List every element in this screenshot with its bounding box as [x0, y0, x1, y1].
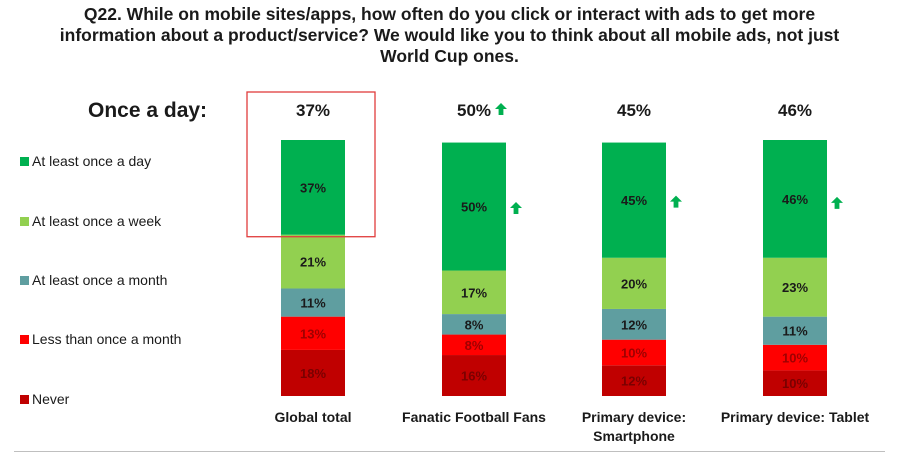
- once-a-day-label: Once a day:: [88, 99, 208, 122]
- bar-segment-weekly: [281, 234, 345, 289]
- data-label-daily: 50%: [461, 200, 487, 215]
- data-label-monthly: 11%: [782, 324, 808, 339]
- legend-label-weekly: At least once a week: [32, 213, 162, 229]
- data-label-daily: 37%: [300, 180, 326, 195]
- bar-segment-less-than-monthly: [602, 339, 666, 366]
- once-a-day-header-value: 37%: [296, 101, 330, 120]
- data-label-never: 12%: [621, 374, 647, 389]
- bar-segment-daily: [281, 140, 345, 235]
- data-label-weekly: 17%: [461, 285, 487, 300]
- bar-segment-daily: [602, 142, 666, 258]
- bar-segment-never: [602, 365, 666, 396]
- legend-item-less-than-monthly: Less than once a month: [20, 331, 181, 347]
- data-label-monthly: 12%: [621, 317, 647, 332]
- once-a-day-header-value: 45%: [617, 101, 651, 120]
- legend-label-daily: At least once a day: [32, 153, 152, 169]
- legend-item-never: Never: [20, 391, 69, 407]
- trend-up-arrow-icon: [670, 195, 682, 208]
- header-up-arrow-icon: [495, 103, 507, 115]
- bar-segment-daily: [442, 142, 506, 271]
- title-line-2: information about a product/service? We …: [59, 25, 840, 45]
- highlight-box: [246, 91, 376, 238]
- data-label-less-than-monthly: 10%: [782, 351, 808, 366]
- legend-swatch-weekly: [20, 217, 29, 226]
- data-label-never: 16%: [461, 369, 487, 384]
- legend-swatch-less-than-monthly: [20, 335, 29, 344]
- category-label: Primary device: Tablet: [721, 409, 870, 425]
- bar-segment-monthly: [763, 316, 827, 345]
- bar-segment-weekly: [763, 257, 827, 317]
- data-label-weekly: 23%: [782, 280, 808, 295]
- legend-label-never: Never: [32, 391, 70, 407]
- bar-segment-less-than-monthly: [442, 334, 506, 356]
- data-label-never: 10%: [782, 376, 808, 391]
- data-label-daily: 46%: [782, 192, 808, 207]
- legend-item-monthly: At least once a month: [20, 272, 167, 288]
- title-line-1: Q22. While on mobile sites/apps, how oft…: [83, 4, 816, 24]
- category-label: Fanatic Football Fans: [402, 409, 546, 425]
- category-label: Global total: [275, 409, 352, 425]
- legend-item-daily: At least once a day: [20, 153, 151, 169]
- data-label-less-than-monthly: 13%: [300, 326, 326, 341]
- legend-label-less-than-monthly: Less than once a month: [32, 331, 182, 347]
- data-label-monthly: 11%: [300, 296, 326, 311]
- data-label-weekly: 20%: [621, 276, 647, 291]
- trend-up-arrow-icon: [510, 202, 522, 214]
- legend-swatch-daily: [20, 157, 29, 166]
- bar-segment-monthly: [281, 288, 345, 317]
- legend-label-monthly: At least once a month: [32, 272, 168, 288]
- once-a-day-header-value: 50%: [457, 101, 491, 120]
- title-line-3: World Cup ones.: [380, 46, 519, 66]
- bar-segment-weekly: [602, 257, 666, 309]
- data-label-less-than-monthly: 10%: [621, 345, 647, 360]
- data-label-daily: 45%: [621, 193, 647, 208]
- data-label-never: 18%: [300, 366, 326, 381]
- category-label: Smartphone: [593, 428, 675, 444]
- bar-segment-never: [442, 355, 506, 396]
- data-label-monthly: 8%: [465, 317, 484, 332]
- once-a-day-header-value: 46%: [778, 101, 812, 120]
- chart-title: Q22. While on mobile sites/apps, how oft…: [0, 4, 899, 67]
- bar-segment-monthly: [442, 314, 506, 335]
- data-label-weekly: 21%: [300, 255, 326, 270]
- bar-segment-daily: [763, 140, 827, 258]
- bar-segment-never: [281, 349, 345, 396]
- legend-swatch-never: [20, 395, 29, 404]
- bar-segment-weekly: [442, 270, 506, 315]
- trend-up-arrow-icon: [831, 196, 843, 209]
- legend-swatch-monthly: [20, 276, 29, 285]
- bar-segment-less-than-monthly: [281, 316, 345, 350]
- bar-segment-never: [763, 370, 827, 396]
- legend-item-weekly: At least once a week: [20, 213, 161, 229]
- category-label: Primary device:: [582, 409, 686, 425]
- data-label-less-than-monthly: 8%: [465, 338, 484, 353]
- bottom-divider: [14, 451, 885, 452]
- bar-segment-less-than-monthly: [763, 344, 827, 371]
- bar-segment-monthly: [602, 308, 666, 340]
